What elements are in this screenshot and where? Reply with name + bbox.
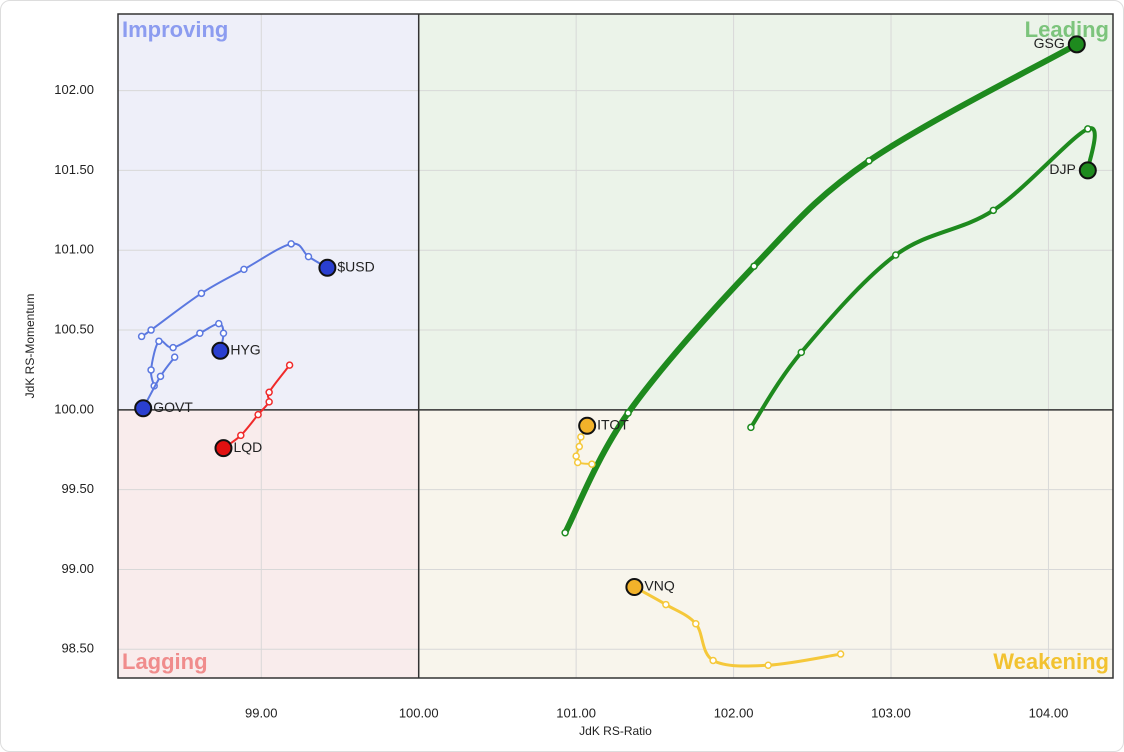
quadrant-label: Improving [122, 17, 228, 42]
head-marker [625, 578, 644, 597]
y-axis-title: JdK RS-Momentum [23, 294, 37, 399]
quadrant [118, 14, 419, 410]
trail-point [624, 409, 632, 417]
trail-point [137, 332, 146, 341]
head-marker [1067, 35, 1086, 54]
trail-point [196, 329, 204, 337]
head-marker [214, 439, 233, 458]
trail-point [147, 366, 155, 374]
plot-frame [117, 13, 1114, 679]
y-tick-label: 101.50 [54, 162, 94, 177]
y-tick-label: 101.00 [54, 242, 94, 257]
quadrant-label: Leading [1025, 17, 1109, 42]
x-tick-label: 103.00 [871, 705, 911, 720]
trail-point [1084, 125, 1092, 133]
trail-point [170, 353, 179, 361]
quadrant-label: Lagging [122, 649, 208, 674]
trail-point [254, 410, 262, 419]
head-marker [211, 341, 230, 360]
x-tick-label: 101.00 [556, 705, 596, 720]
head-marker [578, 416, 597, 435]
series-label: LQD [233, 439, 262, 455]
trail-point [155, 337, 163, 345]
series-label: VNQ [644, 578, 674, 594]
trail-point [265, 398, 273, 406]
y-tick-label: 102.00 [54, 82, 94, 97]
trail-point [692, 619, 700, 628]
quadrant [118, 409, 419, 678]
y-tick-label: 100.00 [54, 401, 94, 416]
trail-point [219, 329, 228, 337]
trail-point [577, 433, 585, 441]
y-tick-label: 98.50 [61, 641, 94, 656]
quadrant-label: Weakening [993, 649, 1109, 674]
y-tick-label: 99.00 [61, 561, 94, 576]
trail-point [709, 656, 717, 665]
trail-point [304, 252, 313, 261]
trail-point [575, 442, 584, 451]
head-marker [1078, 161, 1097, 180]
trail-point [573, 458, 582, 467]
trail-point [836, 650, 845, 658]
trail-point [572, 452, 580, 460]
y-tick-label: 100.50 [54, 321, 94, 336]
head-marker [318, 258, 337, 277]
y-tick-label: 99.50 [61, 481, 94, 496]
trail-point [240, 265, 248, 274]
series-label: HYG [230, 341, 260, 357]
x-tick-label: 102.00 [714, 705, 754, 720]
trail-point [764, 661, 772, 669]
trail-point [797, 348, 806, 357]
trail-point [147, 326, 155, 334]
trail-point [865, 157, 873, 165]
trail-point [169, 343, 177, 352]
trail-point [989, 206, 998, 215]
trail-point [197, 289, 206, 298]
head-marker [134, 399, 153, 418]
series-label: GSG [1034, 35, 1065, 51]
x-axis-title: JdK RS-Ratio [579, 724, 652, 738]
series-label: DJP [1049, 161, 1075, 177]
series-label: $USD [337, 258, 374, 274]
x-tick-label: 100.00 [399, 705, 439, 720]
quadrant [418, 409, 1113, 678]
trail-point [237, 431, 245, 440]
trail-point [285, 361, 294, 369]
trail-point [750, 262, 758, 270]
trail-point [588, 460, 596, 468]
trail-point [662, 600, 670, 609]
series-label: GOVT [153, 399, 193, 415]
series-label: ITOT [597, 417, 629, 433]
trail-point [561, 529, 569, 537]
x-tick-label: 99.00 [245, 705, 278, 720]
trail-point [265, 388, 273, 397]
quadrant [418, 14, 1113, 410]
trail-point [215, 319, 223, 328]
trail-point [747, 423, 755, 432]
x-tick-label: 104.00 [1029, 705, 1069, 720]
trail-point [287, 240, 295, 248]
trail-line [562, 41, 1080, 536]
trail-point [891, 251, 900, 259]
trail-point [156, 372, 165, 381]
